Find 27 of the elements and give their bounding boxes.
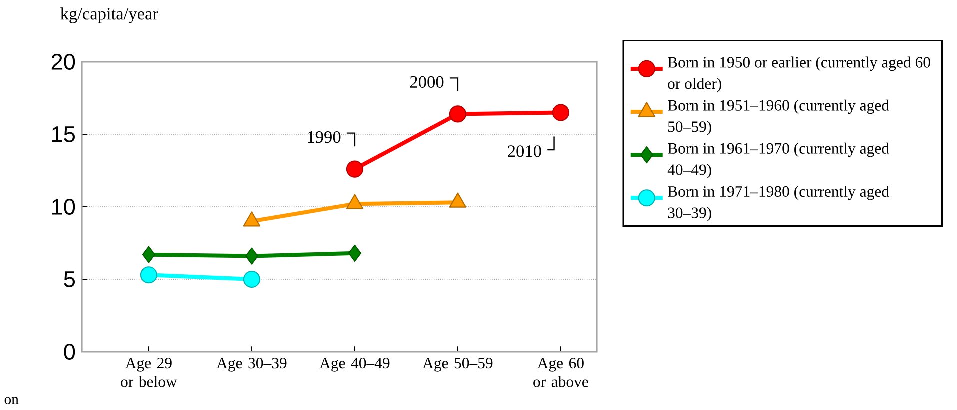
point <box>348 244 362 262</box>
legend-label: Born in 1951–1960 (currently aged 50–59) <box>668 100 890 136</box>
annotation: 2010 <box>508 146 542 158</box>
point <box>449 106 466 123</box>
text: on <box>4 397 19 404</box>
point <box>142 246 156 264</box>
y-tick-label: 10 <box>52 198 76 216</box>
point <box>245 248 258 265</box>
legend-label: Born in 1961–1970 (currently aged 40–49) <box>668 142 890 178</box>
legend-label: Born in 1950 or earlier (currently aged 60 or older) <box>668 56 930 92</box>
legend-label: Born in 1971–1980 (currently aged 30–39) <box>668 186 890 222</box>
x-tick-label: Age 60 or above <box>534 358 588 388</box>
y-tick-label: 15 <box>52 126 76 142</box>
point <box>346 160 364 178</box>
y-tick-label: 20 <box>52 54 76 70</box>
y-tick-label: 0 <box>64 344 76 360</box>
point <box>140 266 158 284</box>
x-tick-label: Age 30–39 <box>216 358 287 372</box>
annotation: 1990 <box>308 131 341 144</box>
annotation: 2000 <box>410 76 444 88</box>
x-tick-label: Age 50–59 <box>422 358 493 372</box>
y-tick-label: 5 <box>64 272 76 288</box>
y-axis-title: kg/capita/year <box>60 8 158 24</box>
x-tick-label: Age 29 or below <box>121 358 178 388</box>
point <box>243 270 260 288</box>
x-tick-label: Age 40–49 <box>320 358 390 372</box>
point <box>552 104 570 122</box>
